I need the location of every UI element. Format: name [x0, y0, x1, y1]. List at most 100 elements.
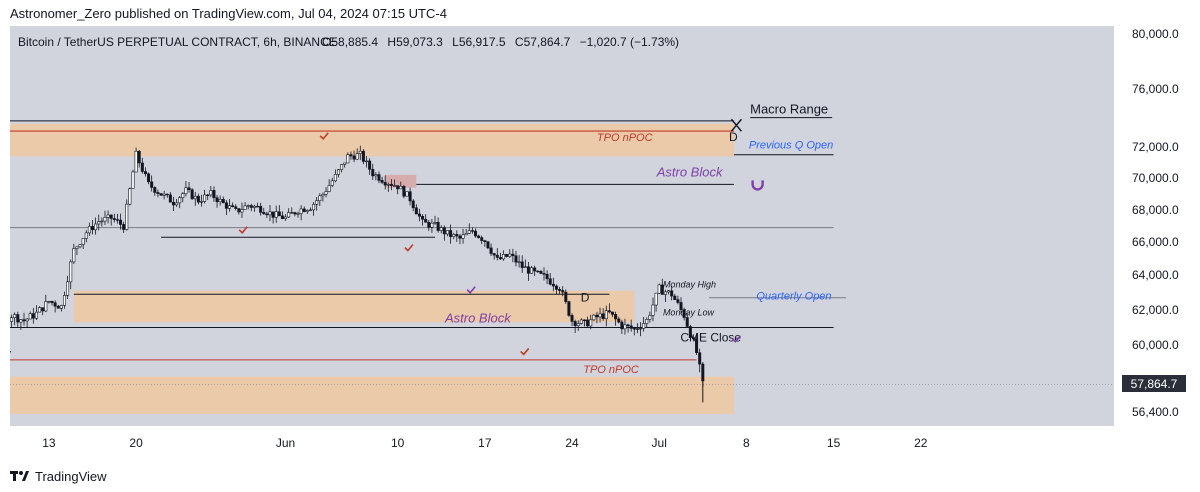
candle-body — [103, 217, 107, 222]
candle-body — [271, 211, 275, 218]
candle-body — [573, 321, 577, 326]
price-tick-label: 64,000.0 — [1132, 268, 1179, 282]
candle-body — [414, 207, 418, 215]
candle-body — [324, 191, 328, 195]
candle-body — [526, 266, 530, 274]
candle-body — [473, 230, 477, 237]
candle-body — [483, 240, 487, 242]
candle-body — [396, 185, 400, 190]
price-tick-label: 56,400.0 — [1132, 405, 1179, 419]
candle-body — [626, 324, 630, 327]
candle-body — [184, 187, 188, 194]
candle-body — [651, 304, 655, 316]
candle-body — [365, 160, 369, 163]
candle-body — [277, 211, 281, 217]
footer-brand[interactable]: TradingView — [35, 468, 107, 484]
chart-frame[interactable]: Macro Range TPO nPOC Previous Q Open Astro … — [10, 26, 1190, 458]
candle-body — [228, 205, 232, 209]
check-mark-icon — [520, 347, 530, 356]
tradingview-logo-icon[interactable] — [10, 469, 30, 483]
candle-body — [374, 174, 378, 177]
astro-block-top — [385, 174, 417, 188]
annotation-label: Quarterly Open — [756, 291, 831, 303]
ohlc-low-value: 56,917.5 — [459, 35, 506, 49]
last-price-tag: 57,864.7 — [1131, 377, 1178, 391]
candle-body — [13, 314, 17, 318]
candle-body — [59, 305, 63, 309]
candle-body — [445, 230, 449, 235]
candle-body — [137, 150, 141, 164]
candle-body — [62, 295, 66, 306]
candle-body — [193, 195, 197, 200]
candle-body — [361, 150, 365, 162]
candle-body — [94, 223, 98, 231]
candle-body — [284, 216, 288, 219]
candle-body — [679, 302, 683, 310]
time-axis-area[interactable] — [10, 426, 1114, 458]
candle-body — [536, 270, 540, 273]
candle-body — [567, 301, 571, 316]
time-tick-label: 24 — [565, 436, 579, 450]
candle-body — [203, 194, 207, 202]
candle-body — [685, 317, 689, 327]
candle-body — [240, 209, 244, 213]
candle-body — [212, 190, 216, 198]
chart-title: Bitcoin / TetherUS PERPETUAL CONTRACT, 6… — [18, 35, 337, 49]
plot-area[interactable] — [10, 26, 1114, 426]
time-tick-label: 8 — [743, 436, 750, 450]
candle-body — [564, 291, 568, 302]
candle-body — [221, 198, 225, 204]
candlestick-chart[interactable]: Macro Range TPO nPOC Previous Q Open Astro … — [10, 26, 1190, 458]
check-mark-icon — [319, 132, 329, 141]
ohlc-l-label: L — [452, 35, 459, 49]
candle-body — [290, 212, 294, 214]
candle-body — [165, 193, 169, 196]
candle-body — [312, 203, 316, 211]
time-tick-label: 17 — [478, 436, 492, 450]
candle-body — [315, 200, 319, 205]
candle-body — [150, 181, 154, 188]
candle-body — [642, 323, 646, 329]
candle-body — [604, 310, 608, 319]
annotation-label: Macro Range — [750, 102, 828, 117]
candle-body — [436, 222, 440, 231]
annotation-label: CME Close — [680, 331, 741, 345]
check-mark-icon — [404, 244, 414, 252]
candle-body — [589, 319, 593, 327]
candle-body — [75, 246, 79, 249]
last-price-tag-bg — [1122, 375, 1186, 392]
price-tick-label: 66,000.0 — [1132, 235, 1179, 249]
candle-body — [539, 270, 543, 274]
candle-body — [336, 169, 340, 175]
price-tick-label: 80,000.0 — [1132, 27, 1179, 41]
candle-body — [53, 302, 57, 307]
candle-body — [579, 319, 583, 324]
candle-body — [81, 238, 85, 245]
candle-body — [377, 174, 381, 181]
candle-body — [358, 150, 362, 154]
annotation-label: Astro Block — [656, 164, 724, 179]
candle-body — [561, 290, 565, 293]
candle-body — [458, 235, 462, 239]
candle-body — [470, 230, 474, 232]
candle-body — [56, 305, 60, 309]
candle-body — [41, 307, 45, 312]
candle-body — [530, 267, 534, 274]
candle-body — [511, 253, 515, 257]
time-tick-label: 20 — [129, 436, 143, 450]
candle-body — [654, 292, 658, 306]
time-tick-label: 22 — [914, 436, 928, 450]
candle-body — [514, 255, 518, 263]
candle-body — [505, 254, 509, 257]
candle-body — [430, 222, 434, 228]
candle-body — [274, 211, 278, 218]
candle-body — [140, 162, 144, 172]
candle-body — [408, 191, 412, 202]
candle-body — [570, 315, 574, 322]
candle-body — [648, 315, 652, 320]
candle-body — [112, 218, 116, 220]
candle-body — [69, 261, 73, 283]
candle-body — [181, 193, 185, 198]
candle-body — [122, 224, 126, 230]
candle-body — [259, 206, 263, 213]
